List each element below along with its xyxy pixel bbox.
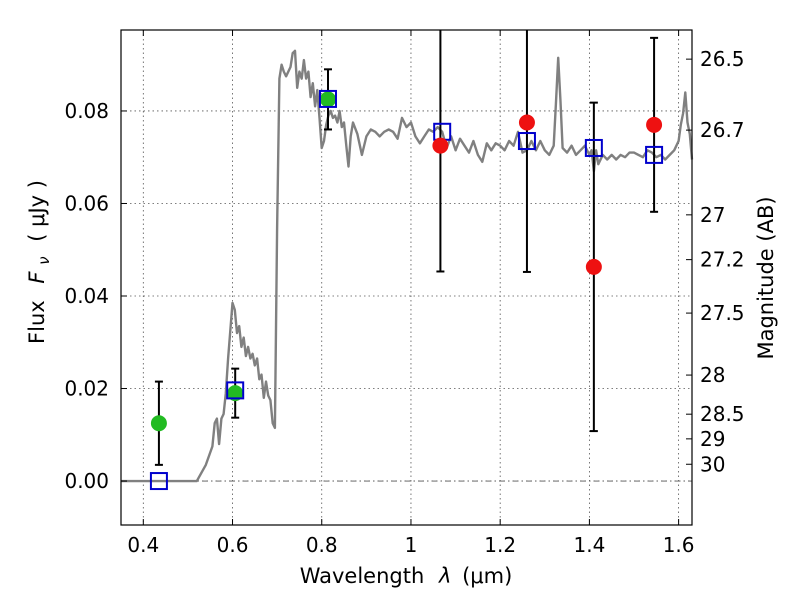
- mag-tick-label: 29: [700, 427, 725, 451]
- mag-tick-label: 26.7: [700, 118, 745, 142]
- x-tick-label: 0.8: [306, 533, 338, 557]
- y-tick-label: 0.04: [64, 284, 109, 308]
- model-spectrum-line: [121, 49, 694, 483]
- detected-flux-point: [150, 415, 167, 432]
- model-flux-square: [517, 132, 536, 151]
- y-tick-label: 0.08: [64, 99, 109, 123]
- low-sn-flux-point: [432, 137, 449, 154]
- x-tick-label: 1.2: [484, 533, 516, 557]
- x-tick-label: 1: [405, 533, 418, 557]
- y2-axis-title: Magnitude (AB): [754, 196, 778, 359]
- x-tick-label: 0.6: [217, 533, 249, 557]
- x-axis-title: Wavelength λ (μm): [300, 564, 513, 588]
- y-tick-label: 0.00: [64, 469, 109, 493]
- axis-ticks: 0.4 0.6 0.8 1 1.2 1.4 1.6 0.00 0.02 0.04 0.06 0.08 2…: [64, 30, 745, 557]
- x-axis-title-unit: (μm): [462, 564, 512, 588]
- x-tick-label: 1.6: [663, 533, 695, 557]
- mag-tick-label: 26.5: [700, 47, 745, 71]
- low-sn-flux-point: [646, 116, 663, 133]
- model-flux-square: [226, 381, 245, 400]
- y-axis-title-text: Flux: [25, 300, 49, 344]
- low-sn-flux-point: [585, 258, 602, 275]
- model-flux-square: [645, 145, 664, 164]
- y-axis-title-subscript: ν: [35, 256, 53, 264]
- mag-tick-label: 30: [700, 452, 725, 476]
- grid-lines: [121, 30, 692, 525]
- mag-tick-label: 27.5: [700, 301, 745, 325]
- x-axis-title-symbol: λ: [438, 564, 451, 588]
- model-flux-square: [318, 89, 337, 108]
- low-sn-flux-point: [518, 114, 535, 131]
- y-axis-title-symbol: F: [25, 271, 49, 284]
- detected-flux-point: [319, 91, 336, 108]
- mag-tick-label: 28.5: [700, 402, 745, 426]
- plot-frame: [120, 29, 693, 526]
- y-axis-title-unit: ( μJy ): [25, 180, 49, 242]
- mag-tick-label: 27: [700, 203, 725, 227]
- x-tick-label: 0.4: [127, 533, 159, 557]
- mag-tick-label: 27.2: [700, 248, 745, 272]
- x-tick-label: 1.4: [573, 533, 605, 557]
- y-axis-title: Flux F ν ( μJy ): [25, 180, 54, 344]
- model-flux-square: [584, 138, 603, 157]
- mag-tick-label: 28: [700, 363, 725, 387]
- y-tick-label: 0.06: [64, 191, 109, 215]
- model-flux-square: [149, 472, 168, 491]
- y-tick-label: 0.02: [64, 377, 109, 401]
- x-axis-title-text: Wavelength: [300, 564, 425, 588]
- model-spectrum: [121, 49, 694, 483]
- data-markers: [149, 30, 664, 491]
